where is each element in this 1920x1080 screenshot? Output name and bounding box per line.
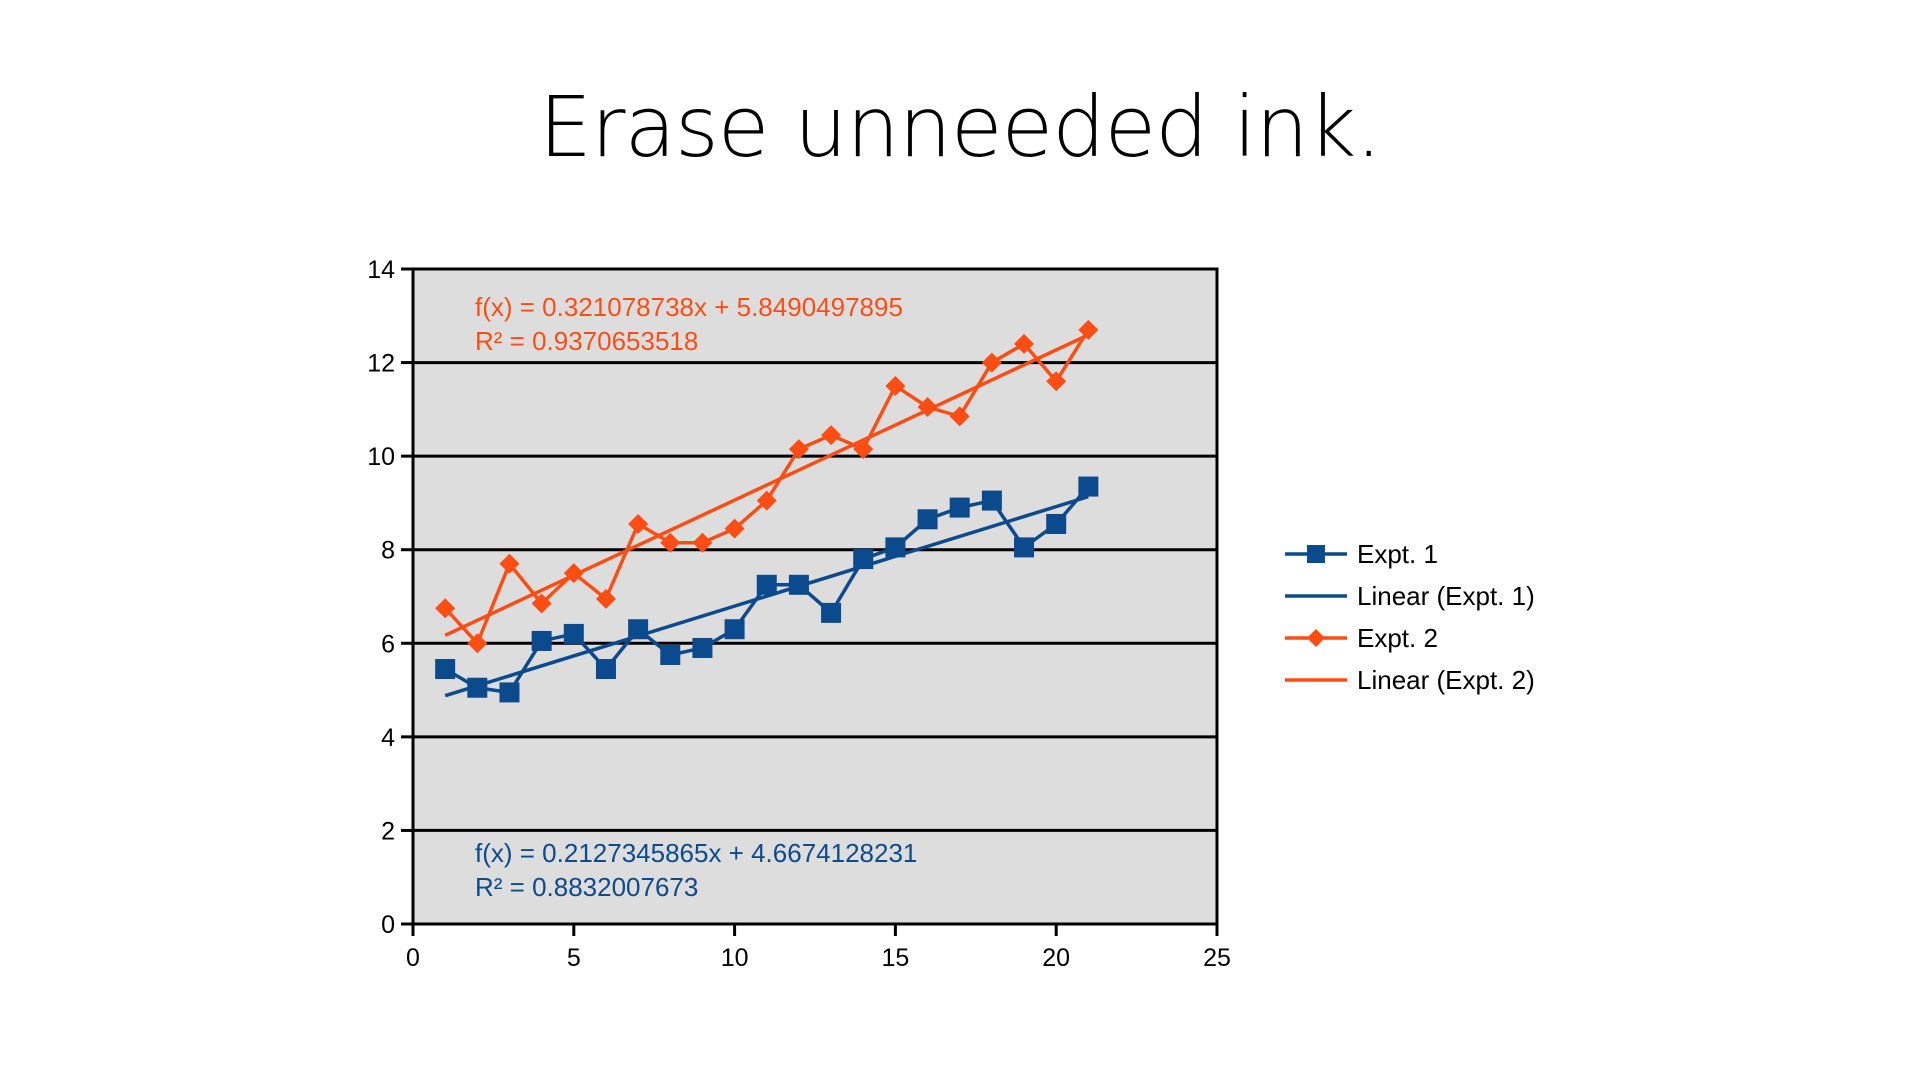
- data-point: [467, 677, 488, 698]
- data-point: [531, 593, 552, 614]
- legend-marker: [1307, 629, 1325, 647]
- data-point: [724, 518, 745, 539]
- data-point: [853, 439, 874, 460]
- data-series: [435, 319, 1099, 703]
- data-point: [724, 619, 745, 640]
- data-point: [563, 563, 584, 584]
- data-point: [853, 549, 874, 570]
- data-point: [756, 490, 777, 511]
- data-point: [788, 439, 809, 460]
- plot-area: [413, 269, 1217, 924]
- data-point: [563, 623, 584, 644]
- trend-equation: f(x) = 0.2127345865x + 4.6674128231: [475, 838, 917, 868]
- legend-label: Linear (Expt. 1): [1357, 581, 1535, 611]
- data-point: [949, 497, 970, 518]
- data-point: [595, 659, 616, 680]
- axes: [401, 267, 1219, 936]
- y-tick-label: 4: [381, 724, 395, 752]
- x-tick-label: 20: [1042, 944, 1070, 972]
- data-point: [1046, 513, 1067, 534]
- plot-border: [411, 267, 1219, 926]
- data-point: [981, 490, 1002, 511]
- data-point: [1078, 319, 1099, 340]
- data-point: [628, 513, 649, 534]
- data-point: [949, 406, 970, 427]
- trendline: [444, 333, 1090, 637]
- data-point: [981, 352, 1002, 373]
- y-tick-label: 2: [381, 817, 395, 845]
- trend-r-squared: R² = 0.9370653518: [475, 326, 698, 356]
- data-point: [917, 397, 938, 418]
- y-tick-label: 8: [381, 537, 395, 565]
- data-point: [821, 425, 842, 446]
- trend-equations: f(x) = 0.2127345865x + 4.6674128231 R² = …: [475, 292, 917, 902]
- plot-background: [413, 269, 1217, 924]
- data-point: [885, 537, 906, 558]
- data-point: [1014, 333, 1035, 354]
- legend: Expt. 1 Linear (Expt. 1) Expt. 2 Linear (Ex…: [1285, 539, 1535, 695]
- data-point: [692, 532, 713, 553]
- data-point: [467, 633, 488, 654]
- legend-label: Expt. 1: [1357, 539, 1438, 569]
- slide-title: Erase unneeded ink.: [538, 78, 1382, 176]
- data-point: [499, 553, 520, 574]
- data-point: [788, 574, 809, 595]
- trend-r-squared: R² = 0.8832007673: [475, 872, 698, 902]
- data-point: [435, 659, 456, 680]
- y-tick-label: 14: [367, 256, 395, 284]
- data-point: [885, 375, 906, 396]
- legend-label: Linear (Expt. 2): [1357, 665, 1535, 695]
- data-point: [1078, 476, 1099, 497]
- data-point: [660, 532, 681, 553]
- x-tick-label: 15: [881, 944, 909, 972]
- x-tick-label: 0: [406, 944, 420, 972]
- x-tick-label: 25: [1203, 944, 1231, 972]
- y-tick-label: 6: [381, 630, 395, 658]
- legend-label: Expt. 2: [1357, 623, 1438, 653]
- y-tick-label: 12: [367, 350, 395, 378]
- data-point: [628, 619, 649, 640]
- data-point: [917, 509, 938, 530]
- legend-marker: [1307, 545, 1325, 563]
- data-point: [531, 630, 552, 651]
- trendlines: [444, 333, 1090, 698]
- data-point: [1046, 371, 1067, 392]
- y-tick-label: 10: [367, 443, 395, 471]
- x-tick-label: 5: [567, 944, 581, 972]
- data-point: [435, 598, 456, 619]
- data-point: [692, 637, 713, 658]
- data-point: [660, 644, 681, 665]
- data-point: [756, 574, 777, 595]
- data-point: [595, 588, 616, 609]
- trend-equation: f(x) = 0.321078738x + 5.8490497895: [475, 292, 903, 322]
- x-tick-label: 10: [721, 944, 749, 972]
- data-point: [499, 682, 520, 703]
- y-tick-label: 0: [381, 911, 395, 939]
- data-point: [821, 602, 842, 623]
- trendline: [444, 494, 1089, 698]
- data-point: [1014, 537, 1035, 558]
- tick-labels: 0 2 4 6 8 10 12 14 0 5 10 15 20 25: [367, 256, 1231, 972]
